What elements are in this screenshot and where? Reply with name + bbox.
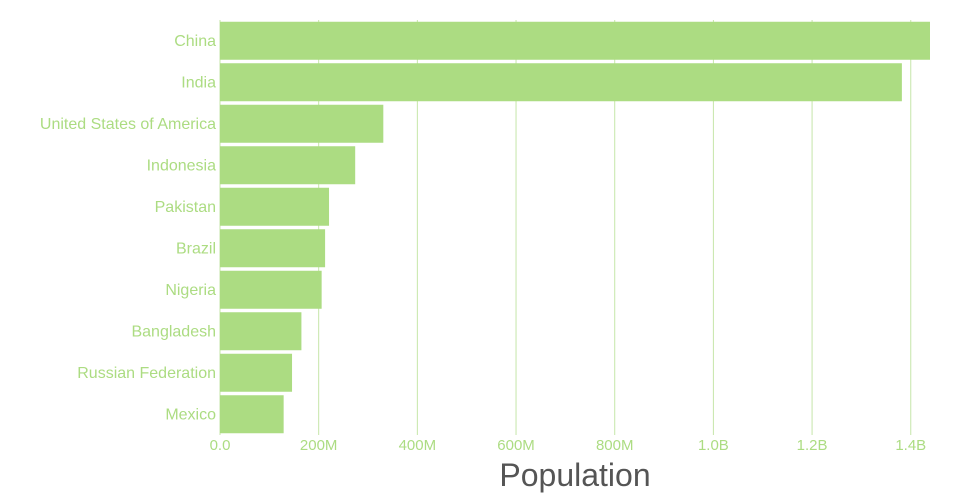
- bar: [220, 312, 302, 351]
- x-tick-label: 400M: [399, 437, 437, 454]
- category-label: Russian Federation: [77, 365, 216, 382]
- x-tick-label: 1.0B: [698, 437, 729, 454]
- bar: [220, 353, 293, 392]
- x-tick-label: 200M: [300, 437, 338, 454]
- category-label: United States of America: [40, 116, 216, 133]
- category-label: China: [174, 33, 216, 50]
- bar: [220, 104, 384, 143]
- bar: [220, 146, 356, 185]
- bar: [220, 63, 902, 102]
- category-label: Pakistan: [155, 199, 216, 216]
- category-labels: China India United States of America Indone…: [40, 33, 216, 424]
- bar: [220, 395, 284, 434]
- category-label: Bangladesh: [131, 323, 216, 340]
- category-label: Indonesia: [147, 157, 216, 174]
- x-tick-label: 800M: [596, 437, 634, 454]
- bar: [220, 229, 326, 268]
- x-tick-label: 1.4B: [895, 437, 926, 454]
- category-label: Nigeria: [165, 282, 216, 299]
- bar: [220, 21, 930, 60]
- bars: [220, 21, 930, 434]
- bar: [220, 187, 330, 226]
- category-label: Mexico: [165, 406, 216, 423]
- x-tick-label: 600M: [497, 437, 535, 454]
- x-tick-label: 1.2B: [797, 437, 828, 454]
- category-label: India: [181, 74, 216, 91]
- x-tick-label: 0.0: [210, 437, 231, 454]
- category-label: Brazil: [176, 240, 216, 257]
- x-axis-ticks: 0.0 200M 400M 600M 800M 1.0B 1.2B 1.4B: [210, 437, 927, 454]
- bar: [220, 270, 322, 309]
- x-axis-title: Population: [499, 457, 650, 493]
